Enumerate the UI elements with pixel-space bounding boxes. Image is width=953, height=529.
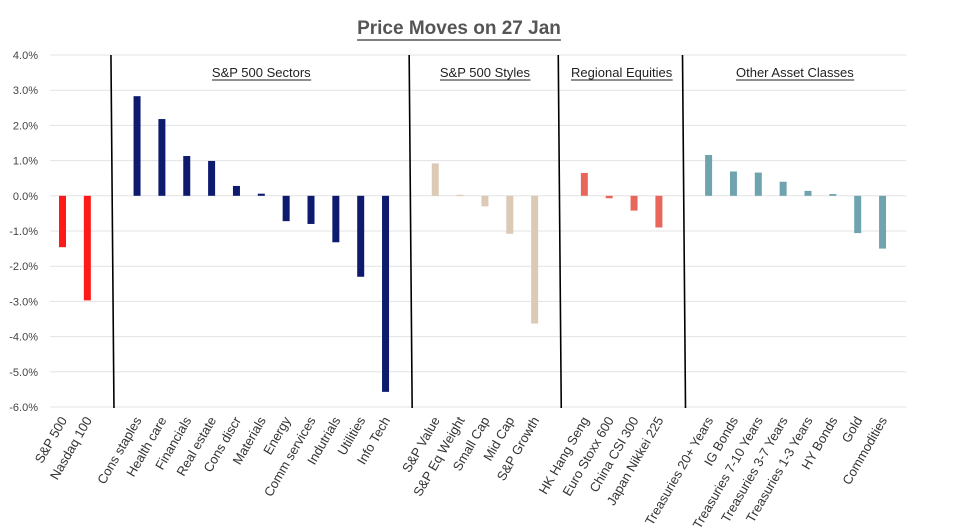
- y-tick-label: -3.0%: [9, 296, 38, 308]
- y-tick-label: 3.0%: [13, 85, 38, 97]
- bar: [481, 195, 489, 207]
- bar: [332, 195, 340, 243]
- group-labels: S&P 500 Sectors S&P 500 Styles Regional Eq…: [211, 65, 855, 81]
- y-tick-label: -1.0%: [9, 226, 38, 238]
- bar: [382, 195, 390, 392]
- group-label: Other Asset Classes: [736, 65, 854, 80]
- bar: [630, 195, 638, 211]
- y-tick-label: 2.0%: [13, 120, 38, 132]
- y-tick-label: -6.0%: [9, 402, 38, 414]
- bar: [257, 193, 265, 196]
- group-label: S&P 500 Sectors: [212, 65, 311, 80]
- y-tick-label: -4.0%: [9, 332, 38, 344]
- gridlines: [50, 54, 906, 408]
- group-divider: [110, 54, 115, 409]
- group-label: S&P 500 Styles: [440, 65, 531, 80]
- bar: [59, 195, 66, 248]
- y-tick-label: -2.0%: [9, 261, 38, 273]
- bar: [829, 194, 837, 196]
- bar: [83, 195, 91, 301]
- bar: [605, 195, 613, 199]
- bar: [506, 195, 514, 234]
- group-dividers: [110, 54, 687, 409]
- y-tick-label: 4.0%: [13, 50, 38, 62]
- bar: [655, 195, 663, 228]
- bar: [779, 181, 787, 196]
- group-divider: [408, 54, 413, 409]
- y-tick-label: -5.0%: [9, 367, 38, 379]
- bar: [854, 195, 862, 234]
- bar: [133, 96, 141, 196]
- chart-title: Price Moves on 27 Jan: [357, 18, 561, 39]
- bar: [804, 190, 812, 196]
- bar: [208, 160, 216, 196]
- bar: [456, 194, 464, 196]
- y-tick-label: 1.0%: [13, 156, 38, 168]
- bar: [580, 172, 588, 196]
- bar: [282, 195, 290, 222]
- y-axis: 4.0% 3.0% 2.0% 1.0% 0.0% -1.0% -2.0% -3.0% -4.0%…: [9, 50, 38, 414]
- bar: [705, 154, 713, 196]
- bar: [729, 171, 737, 196]
- group-divider: [681, 54, 687, 409]
- y-tick-label: 0.0%: [13, 191, 38, 203]
- bar: [158, 119, 166, 196]
- bar: [754, 172, 762, 196]
- bar: [307, 195, 315, 224]
- bar: [183, 156, 191, 196]
- bar: [357, 195, 365, 277]
- group-label: Regional Equities: [571, 65, 673, 80]
- bar: [232, 185, 240, 196]
- group-divider: [557, 54, 563, 409]
- bar: [431, 163, 439, 196]
- bar: [879, 195, 887, 249]
- bars: [59, 96, 887, 392]
- bar: [531, 195, 539, 324]
